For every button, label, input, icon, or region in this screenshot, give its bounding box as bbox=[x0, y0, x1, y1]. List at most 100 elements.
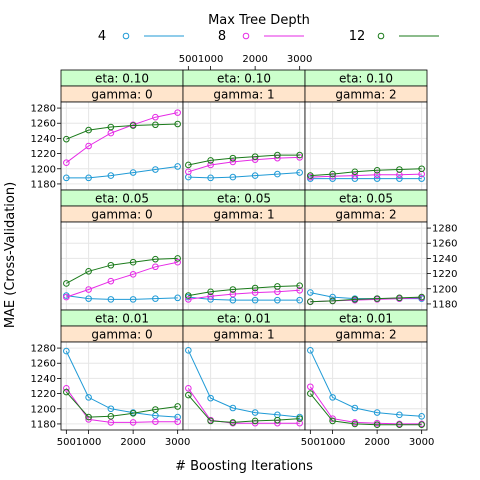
series-line-depth-4 bbox=[66, 166, 178, 179]
plot-area bbox=[305, 342, 427, 430]
data-point-depth-12 bbox=[329, 417, 336, 425]
strip-gamma-label: gamma: 1 bbox=[213, 208, 274, 222]
data-point-depth-4 bbox=[129, 169, 137, 176]
data-point-depth-12 bbox=[152, 406, 159, 413]
data-point-depth-12 bbox=[307, 390, 314, 397]
x-axis-label: # Boosting Iterations bbox=[175, 459, 313, 474]
series-line-depth-8 bbox=[65, 388, 178, 423]
data-point-depth-12 bbox=[418, 293, 425, 301]
series-line-depth-12 bbox=[187, 394, 300, 423]
data-point-depth-4 bbox=[307, 347, 314, 354]
y-tick-label: 1180 bbox=[31, 419, 56, 430]
data-point-depth-12 bbox=[63, 388, 70, 396]
series-line-depth-4 bbox=[66, 295, 178, 300]
series-line-depth-8 bbox=[187, 388, 300, 424]
panel: eta: 0.01 gamma: 1 bbox=[182, 309, 306, 431]
data-point-depth-12 bbox=[63, 280, 70, 287]
strip-gamma-label: gamma: 0 bbox=[91, 88, 152, 102]
data-point-depth-12 bbox=[185, 391, 192, 399]
data-point-depth-12 bbox=[296, 282, 303, 290]
strip-gamma-label: gamma: 2 bbox=[335, 208, 396, 222]
data-point-depth-8 bbox=[329, 173, 336, 180]
data-point-depth-8 bbox=[129, 419, 137, 426]
panel: eta: 0.01 gamma: 2 bbox=[304, 309, 428, 431]
series-line-depth-4 bbox=[188, 296, 300, 301]
series-line-depth-8 bbox=[310, 173, 422, 178]
data-point-depth-12 bbox=[351, 296, 359, 303]
data-point-depth-4 bbox=[373, 409, 381, 416]
strip-gamma-label: gamma: 1 bbox=[213, 88, 274, 102]
x-tick-label: 1000 bbox=[320, 437, 345, 448]
y-tick-label: 1200 bbox=[31, 404, 56, 415]
data-point-depth-4 bbox=[152, 166, 159, 173]
data-point-depth-12 bbox=[152, 121, 159, 129]
strip-gamma-label: gamma: 0 bbox=[91, 208, 152, 222]
data-point-depth-4 bbox=[396, 411, 403, 419]
data-point-depth-12 bbox=[207, 288, 214, 296]
data-point-depth-12 bbox=[274, 416, 281, 424]
y-tick-label: 1200 bbox=[31, 164, 56, 175]
strip-gamma-label: gamma: 0 bbox=[91, 328, 152, 342]
data-point-depth-12 bbox=[307, 298, 314, 305]
x-tick-label: 500 bbox=[301, 437, 320, 448]
series-line-depth-12 bbox=[309, 393, 422, 426]
data-point-depth-4 bbox=[396, 175, 403, 182]
data-point-depth-12 bbox=[129, 410, 137, 417]
data-point-depth-12 bbox=[129, 258, 137, 266]
data-point-depth-4 bbox=[207, 174, 214, 182]
y-axis-label: MAE (Cross-Validation) bbox=[3, 182, 18, 328]
data-point-depth-8 bbox=[185, 168, 192, 176]
data-point-depth-4 bbox=[251, 172, 259, 179]
data-point-depth-12 bbox=[296, 151, 303, 159]
x-tick-label: 3000 bbox=[165, 437, 190, 448]
data-point-depth-4 bbox=[329, 293, 336, 301]
panel: eta: 0.10 gamma: 0 bbox=[60, 69, 184, 191]
data-point-depth-12 bbox=[396, 166, 403, 173]
panel: eta: 0.05 gamma: 2 bbox=[304, 189, 428, 311]
x-tick-label: 2000 bbox=[242, 54, 267, 65]
data-point-depth-12 bbox=[229, 419, 237, 426]
data-point-depth-8 bbox=[63, 384, 70, 392]
data-point-depth-12 bbox=[229, 286, 237, 293]
data-point-depth-4 bbox=[63, 347, 70, 355]
x-tick-label: 3000 bbox=[409, 437, 434, 448]
data-point-depth-12 bbox=[174, 403, 181, 410]
data-point-depth-8 bbox=[129, 271, 137, 278]
data-point-depth-12 bbox=[185, 161, 192, 169]
legend-marker bbox=[122, 32, 130, 40]
strip-eta-label: eta: 0.05 bbox=[217, 192, 271, 206]
strip-eta-label: eta: 0.01 bbox=[217, 312, 271, 326]
series-line-depth-4 bbox=[65, 350, 178, 418]
legend-marker bbox=[242, 32, 250, 40]
data-point-depth-8 bbox=[174, 109, 181, 116]
data-point-depth-4 bbox=[85, 394, 92, 401]
y-tick-label: 1180 bbox=[31, 179, 56, 190]
data-point-depth-8 bbox=[307, 383, 314, 391]
data-point-depth-12 bbox=[185, 292, 192, 299]
data-point-depth-4 bbox=[174, 413, 181, 421]
series-line-depth-8 bbox=[66, 261, 178, 298]
data-point-depth-8 bbox=[107, 277, 115, 285]
data-point-depth-12 bbox=[85, 126, 92, 134]
panel: eta: 0.10 gamma: 1 bbox=[182, 69, 306, 191]
strip-gamma-label: gamma: 2 bbox=[335, 328, 396, 342]
data-point-depth-12 bbox=[351, 168, 359, 176]
strip-eta-label: eta: 0.01 bbox=[95, 312, 149, 326]
left-axis: 1180 1200 1220 1240 1260 1280 1180 1200 1220 1240… bbox=[31, 104, 61, 430]
data-point-depth-12 bbox=[251, 153, 259, 160]
data-point-depth-4 bbox=[129, 296, 137, 303]
data-point-depth-8 bbox=[185, 296, 192, 303]
series-line-depth-12 bbox=[188, 285, 300, 297]
y-tick-label: 1220 bbox=[31, 149, 56, 160]
strip-eta-label: eta: 0.01 bbox=[339, 312, 393, 326]
y-tick-label: 1220 bbox=[31, 389, 56, 400]
plot-area bbox=[61, 102, 183, 190]
x-tick-label: 1000 bbox=[198, 54, 223, 65]
data-point-depth-4 bbox=[174, 163, 181, 170]
data-point-depth-12 bbox=[307, 172, 314, 179]
legend-label: 8 bbox=[218, 29, 226, 44]
data-point-depth-12 bbox=[329, 170, 336, 178]
strip-eta-label: eta: 0.05 bbox=[339, 192, 393, 206]
data-point-depth-12 bbox=[207, 157, 214, 164]
